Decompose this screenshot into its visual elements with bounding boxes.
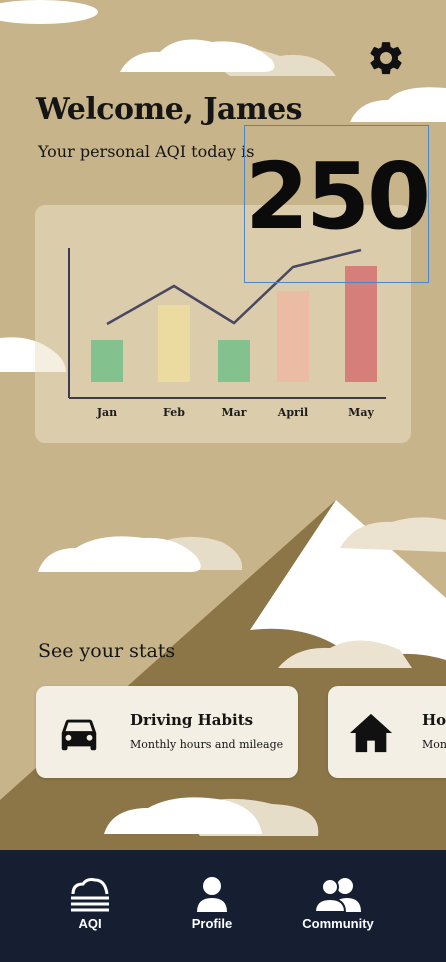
stat-card-driving[interactable]: Driving Habits Monthly hours and mileage	[36, 686, 298, 778]
stat-card-title: Driving Habits	[130, 711, 254, 729]
nav-item-profile[interactable]: Profile	[157, 876, 267, 931]
cloud-top-right	[350, 87, 446, 122]
aqi-subtitle: Your personal AQI today is	[38, 142, 255, 161]
cloud-bottom	[104, 797, 319, 836]
aqi-cloud-icon	[71, 878, 109, 912]
cloud-top-left	[0, 0, 98, 24]
stat-card-subtitle: Mon	[422, 738, 446, 751]
cloud-top-center	[120, 39, 336, 76]
bottom-nav: AQI Profile Community	[0, 850, 446, 962]
nav-label-community: Community	[302, 916, 374, 931]
cloud-mountain-right	[278, 517, 446, 668]
stat-card-subtitle: Monthly hours and mileage	[130, 738, 284, 751]
gear-icon[interactable]	[366, 38, 406, 78]
stat-card-home[interactable]: Hom Mon	[328, 686, 446, 778]
aqi-value: 250	[244, 143, 431, 250]
welcome-heading: Welcome, James	[36, 92, 303, 127]
nav-item-community[interactable]: Community	[283, 876, 393, 931]
stat-card-title: Hom	[422, 711, 446, 729]
person-icon	[197, 877, 227, 912]
stats-section-title: See your stats	[38, 640, 176, 662]
nav-label-aqi: AQI	[78, 916, 102, 931]
car-icon	[61, 719, 97, 751]
nav-item-aqi[interactable]: AQI	[35, 876, 145, 931]
group-icon	[315, 878, 361, 912]
nav-label-profile: Profile	[191, 916, 233, 931]
home-icon	[349, 713, 393, 753]
aqi-highlight-box	[244, 125, 429, 283]
cloud-mid-left	[38, 536, 243, 572]
